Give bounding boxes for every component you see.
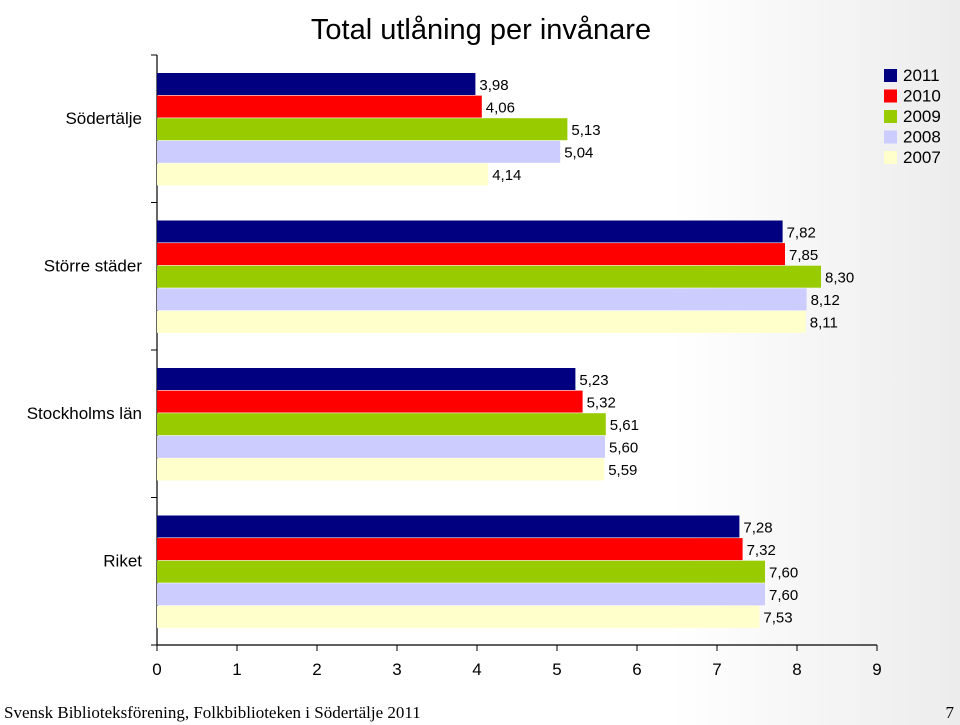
data-label: 7,28	[743, 519, 772, 536]
bar	[157, 243, 785, 266]
data-label: 8,11	[810, 315, 838, 332]
data-label: 7,85	[789, 247, 818, 264]
data-label: 4,14	[492, 167, 521, 184]
legend-label: 2010	[903, 87, 941, 106]
data-label: 3,98	[479, 77, 508, 94]
category-label: Riket	[103, 551, 142, 570]
bar	[157, 560, 765, 583]
bar	[157, 390, 583, 413]
data-label: 7,60	[769, 587, 798, 604]
bar	[157, 288, 807, 311]
category-label: Södertälje	[65, 109, 142, 128]
x-tick-label: 2	[312, 660, 321, 679]
x-tick-label: 6	[632, 660, 641, 679]
chart-title: Total utlåning per invånare	[310, 14, 652, 46]
data-label: 5,60	[609, 440, 638, 457]
bar	[157, 220, 783, 243]
data-label: 8,12	[811, 292, 840, 309]
data-label: 5,04	[564, 145, 593, 162]
data-label: 7,60	[769, 565, 798, 582]
bar	[157, 538, 743, 561]
page-number: 7	[945, 703, 955, 722]
bar	[157, 605, 760, 628]
data-label: 5,23	[579, 372, 608, 389]
legend-swatch	[884, 110, 897, 123]
data-label: 5,59	[608, 462, 637, 479]
x-tick-label: 9	[872, 660, 881, 679]
legend-swatch	[884, 130, 897, 144]
x-tick-label: 3	[392, 660, 401, 679]
legend-swatch	[884, 69, 897, 82]
x-tick-label: 8	[792, 660, 801, 679]
legend-swatch	[884, 151, 897, 164]
data-label: 7,32	[747, 542, 776, 559]
data-label: 5,13	[571, 122, 600, 139]
bar	[157, 163, 489, 186]
bar	[157, 95, 482, 118]
data-label: 5,61	[610, 417, 639, 434]
legend-label: 2007	[903, 148, 941, 167]
x-tick-label: 5	[552, 660, 561, 679]
footer-source: Svensk Biblioteksförening, Folkbibliotek…	[4, 703, 421, 722]
bar	[157, 310, 806, 333]
x-tick-label: 7	[712, 660, 721, 679]
bar	[157, 413, 606, 436]
x-tick-label: 4	[472, 660, 481, 679]
data-label: 7,53	[763, 610, 792, 627]
bar	[157, 515, 740, 538]
bar	[157, 583, 765, 606]
legend-swatch	[884, 89, 897, 103]
x-tick-label: 1	[232, 660, 241, 679]
bar	[157, 458, 605, 481]
category-label: Större städer	[44, 256, 143, 275]
bar	[157, 265, 821, 288]
bar	[157, 140, 561, 163]
data-label: 8,30	[825, 270, 854, 287]
data-label: 5,32	[587, 394, 616, 411]
data-label: 4,06	[486, 99, 515, 116]
category-label: Stockholms län	[27, 404, 142, 423]
bar	[157, 368, 576, 390]
bar	[157, 118, 568, 141]
legend-label: 2009	[903, 107, 941, 126]
bar	[157, 435, 605, 458]
x-tick-label: 0	[152, 660, 161, 679]
data-label: 7,82	[787, 224, 816, 241]
legend-label: 2008	[903, 128, 941, 147]
bar	[157, 73, 476, 95]
legend-label: 2011	[903, 66, 940, 85]
